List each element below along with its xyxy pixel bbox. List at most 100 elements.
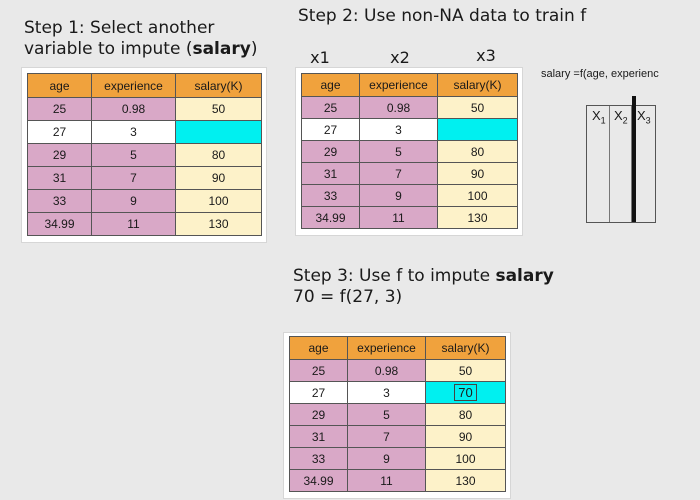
salary-cell: 90 — [425, 425, 506, 448]
age-cell: 33 — [301, 184, 360, 207]
age-cell: 27 — [289, 381, 348, 404]
age-cell: 34.99 — [27, 212, 92, 236]
salary-cell: 130 — [437, 206, 518, 229]
table2-panel: age experience salary(K) 25 0.98 50 27 3 29 5 80 31… — [296, 68, 522, 235]
age-cell: 27 — [301, 118, 360, 141]
experience-cell: 3 — [347, 381, 426, 404]
age-cell: 33 — [27, 189, 92, 213]
imputed-salary-value: 70 — [454, 384, 477, 401]
step3-target-variable: salary — [495, 266, 554, 286]
table-row: 25 0.98 50 — [27, 97, 262, 121]
salary-cell: 100 — [437, 184, 518, 207]
table-row: 34.99 11 130 — [27, 212, 262, 236]
age-header: age — [301, 73, 360, 97]
age-cell: 25 — [301, 96, 360, 119]
salary-header: salary(K) — [425, 336, 506, 360]
table3: age experience salary(K) 25 0.98 50 27 3 70 29 5 80… — [289, 336, 506, 492]
missing-salary-cell — [175, 120, 262, 144]
table-row: 25 0.98 50 — [289, 359, 506, 382]
experience-header: experience — [347, 336, 426, 360]
experience-cell: 9 — [91, 189, 176, 213]
step3-title-line1: Step 3: Use f to impute salary — [293, 266, 554, 286]
table-row: 33 9 100 — [27, 189, 262, 213]
table-row: 27 3 — [301, 118, 518, 141]
salary-cell: 50 — [437, 96, 518, 119]
model-formula: salary =f(age, experienc — [541, 68, 659, 80]
table-header-row: age experience salary(K) — [27, 73, 262, 98]
matrix-column-divider — [609, 106, 632, 222]
table-row: 31 7 90 — [27, 166, 262, 190]
table-row: 33 9 100 — [301, 184, 518, 207]
experience-cell: 9 — [347, 447, 426, 470]
salary-header: salary(K) — [437, 73, 518, 97]
table-header-row: age experience salary(K) — [289, 336, 506, 360]
table1-panel: age experience salary(K) 25 0.98 50 27 3 29 5 80 31… — [22, 68, 266, 242]
experience-cell: 5 — [91, 143, 176, 167]
age-cell: 25 — [27, 97, 92, 121]
salary-cell: 80 — [437, 140, 518, 163]
age-cell: 34.99 — [301, 206, 360, 229]
step1-target-variable: salary — [192, 39, 251, 59]
table3-panel: age experience salary(K) 25 0.98 50 27 3 70 29 5 80… — [284, 333, 510, 498]
table2: age experience salary(K) 25 0.98 50 27 3 29 5 80 31… — [301, 73, 518, 229]
matrix-header-x1: X1 — [592, 108, 606, 126]
salary-cell: 50 — [425, 359, 506, 382]
age-cell: 31 — [27, 166, 92, 190]
table1: age experience salary(K) 25 0.98 50 27 3 29 5 80 31… — [27, 73, 262, 236]
experience-header: experience — [91, 73, 176, 98]
step1-title-line2: variable to impute (salary) — [24, 39, 258, 59]
matrix-column-divider — [587, 106, 610, 222]
table-row: 29 5 80 — [27, 143, 262, 167]
experience-cell: 11 — [359, 206, 438, 229]
salary-cell: 50 — [175, 97, 262, 121]
experience-cell: 3 — [91, 120, 176, 144]
salary-cell: 80 — [425, 403, 506, 426]
experience-cell: 7 — [359, 162, 438, 185]
step1-title: Step 1: Select another variable to imput… — [24, 18, 257, 60]
table-row: 29 5 80 — [301, 140, 518, 163]
step1-title-line1: Step 1: Select another — [24, 18, 215, 38]
salary-cell: 100 — [425, 447, 506, 470]
age-cell: 33 — [289, 447, 348, 470]
feature-matrix-sketch — [586, 105, 656, 223]
age-cell: 31 — [301, 162, 360, 185]
age-cell: 34.99 — [289, 469, 348, 492]
var-label-x1: x1 — [310, 48, 330, 67]
missing-salary-cell: 70 — [425, 381, 506, 404]
experience-cell: 7 — [91, 166, 176, 190]
experience-cell: 5 — [359, 140, 438, 163]
age-header: age — [289, 336, 348, 360]
experience-cell: 11 — [347, 469, 426, 492]
target-column-separator — [632, 96, 636, 222]
missing-salary-cell — [437, 118, 518, 141]
age-cell: 25 — [289, 359, 348, 382]
step3-title: Step 3: Use f to impute salary 70 = f(27… — [293, 266, 554, 308]
age-cell: 29 — [27, 143, 92, 167]
salary-cell: 100 — [175, 189, 262, 213]
matrix-header-x2: X2 — [614, 108, 628, 126]
experience-header: experience — [359, 73, 438, 97]
var-label-x3: x3 — [476, 46, 496, 65]
salary-cell: 90 — [175, 166, 262, 190]
table-row: 31 7 90 — [301, 162, 518, 185]
age-header: age — [27, 73, 92, 98]
table-row: 34.99 11 130 — [289, 469, 506, 492]
step3-equation: 70 = f(27, 3) — [293, 287, 403, 307]
age-cell: 29 — [301, 140, 360, 163]
table-row: 31 7 90 — [289, 425, 506, 448]
experience-cell: 5 — [347, 403, 426, 426]
salary-cell: 80 — [175, 143, 262, 167]
age-cell: 27 — [27, 120, 92, 144]
experience-cell: 0.98 — [347, 359, 426, 382]
salary-cell: 130 — [175, 212, 262, 236]
experience-cell: 7 — [347, 425, 426, 448]
table-row: 27 3 70 — [289, 381, 506, 404]
table-row: 29 5 80 — [289, 403, 506, 426]
var-label-x2: x2 — [390, 48, 410, 67]
age-cell: 31 — [289, 425, 348, 448]
table-row: 27 3 — [27, 120, 262, 144]
salary-header: salary(K) — [175, 73, 262, 98]
experience-cell: 11 — [91, 212, 176, 236]
experience-cell: 0.98 — [359, 96, 438, 119]
step2-title: Step 2: Use non-NA data to train f — [298, 6, 587, 26]
